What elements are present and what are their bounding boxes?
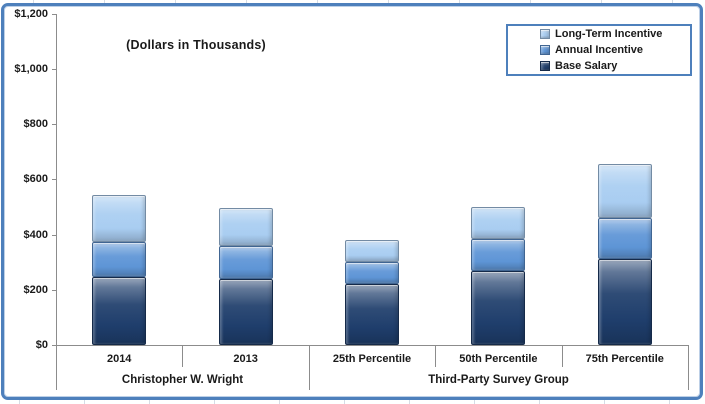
y-axis-tick-label: $800 xyxy=(23,118,48,131)
bar-segment-long-term-incentive[interactable] xyxy=(218,208,273,246)
x-category-label: 2013 xyxy=(233,353,258,365)
y-axis-tick-label: $1,000 xyxy=(14,63,48,76)
bar-segment-annual-incentive[interactable] xyxy=(471,238,526,271)
y-axis-tick xyxy=(52,179,56,181)
y-axis-tick-label: $400 xyxy=(23,228,48,241)
x-axis-separator xyxy=(308,345,310,390)
y-axis-tick xyxy=(52,69,56,71)
y-axis-tick-label: $200 xyxy=(23,283,48,296)
y-axis-tick-label: $600 xyxy=(23,173,48,186)
bar-segment-base-salary[interactable] xyxy=(92,277,147,345)
bar-segment-annual-incentive[interactable] xyxy=(92,241,147,278)
bar-segment-base-salary[interactable] xyxy=(345,284,399,345)
x-category-label: 25th Percentile xyxy=(332,353,412,365)
x-group-label-third-party-survey-group: Third-Party Survey Group xyxy=(428,374,569,386)
legend-swatch-annual-incentive-icon xyxy=(540,45,550,55)
x-category-label: 50th Percentile xyxy=(459,353,538,365)
legend-label: Annual Incentive xyxy=(555,44,644,56)
bar-segment-long-term-incentive[interactable] xyxy=(345,240,399,263)
legend-swatch-long-term-incentive-icon xyxy=(540,29,550,39)
sheet-gridlines-bottom xyxy=(0,400,705,404)
x-category-label: 2014 xyxy=(106,353,132,365)
x-category-label: 75th Percentile xyxy=(585,353,664,365)
x-axis-separator xyxy=(688,345,689,390)
sheet-gridlines-top xyxy=(0,0,705,3)
y-axis-tick xyxy=(52,124,56,126)
x-axis-line xyxy=(56,345,688,346)
x-group-label-christopher-w-wright: Christopher W. Wright xyxy=(121,374,244,386)
y-axis-tick xyxy=(52,13,56,15)
legend[interactable]: Long-Term Incentive Annual Incentive Bas… xyxy=(506,24,692,76)
legend-label: Long-Term Incentive xyxy=(555,28,663,40)
y-axis-tick xyxy=(52,289,56,291)
bar-segment-base-salary[interactable] xyxy=(471,270,526,345)
legend-entry[interactable]: Base Salary xyxy=(540,59,690,74)
y-axis-tick-label: $0 xyxy=(35,339,48,351)
legend-entry[interactable]: Long-Term Incentive xyxy=(540,27,690,42)
legend-entry[interactable]: Annual Incentive xyxy=(540,43,690,58)
y-axis-tick-label: $1,200 xyxy=(14,7,48,20)
legend-label: Base Salary xyxy=(555,60,618,72)
x-axis-separator xyxy=(561,345,563,367)
bar-segment-annual-incentive[interactable] xyxy=(597,218,652,260)
y-axis-tick xyxy=(52,234,56,236)
x-axis-separator xyxy=(56,345,57,390)
chart-area-border[interactable] xyxy=(1,3,703,400)
x-axis-separator xyxy=(435,345,437,367)
bar-segment-annual-incentive[interactable] xyxy=(218,245,273,279)
x-axis-separator xyxy=(182,345,184,367)
chart-title: (Dollars in Thousands) xyxy=(126,38,266,52)
legend-swatch-base-salary-icon xyxy=(540,61,550,71)
bar-segment-long-term-incentive[interactable] xyxy=(92,194,147,242)
y-axis-tick xyxy=(52,345,56,346)
bar-segment-long-term-incentive[interactable] xyxy=(471,207,526,239)
bar-segment-long-term-incentive[interactable] xyxy=(597,164,652,219)
bar-segment-base-salary[interactable] xyxy=(597,259,652,345)
bar-segment-base-salary[interactable] xyxy=(218,278,273,345)
y-axis-line xyxy=(56,14,57,345)
bar-segment-annual-incentive[interactable] xyxy=(345,262,399,285)
